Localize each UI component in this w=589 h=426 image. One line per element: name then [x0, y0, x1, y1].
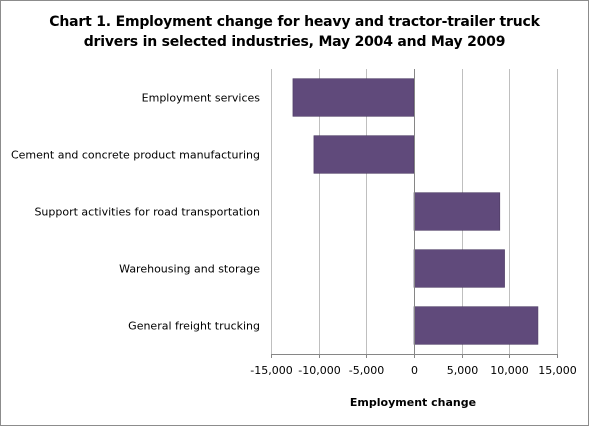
bar	[292, 78, 415, 117]
bar	[413, 192, 501, 231]
category-label: General freight trucking	[128, 320, 260, 333]
chart-title-line-1: Chart 1. Employment change for heavy and…	[49, 14, 540, 30]
chart-title: Chart 1. Employment change for heavy and…	[1, 12, 588, 52]
category-label: Warehousing and storage	[119, 263, 260, 276]
x-axis-title: Employment change	[350, 396, 476, 409]
chart-title-line-2: drivers in selected industries, May 2004…	[83, 34, 506, 50]
bars	[292, 78, 539, 345]
bar	[413, 249, 505, 288]
axes	[271, 69, 558, 358]
x-tick-label: 10,000	[490, 364, 529, 377]
x-tick-label: 5,000	[447, 364, 479, 377]
category-label: Cement and concrete product manufacturin…	[11, 149, 260, 162]
x-tick-label: -15,000	[250, 364, 292, 377]
bar	[413, 306, 539, 345]
x-tick-label: -10,000	[298, 364, 340, 377]
x-tick-label: 0	[411, 364, 418, 377]
labels: -15,000 -10,000 -5,000 0 5,000 10,000 15,000 Em…	[11, 92, 577, 378]
category-label: Employment services	[142, 92, 261, 105]
x-tick-label: 15,000	[538, 364, 577, 377]
bar	[313, 135, 415, 174]
x-tick-label: -5,000	[349, 364, 384, 377]
category-label: Support activities for road transportati…	[34, 206, 260, 219]
